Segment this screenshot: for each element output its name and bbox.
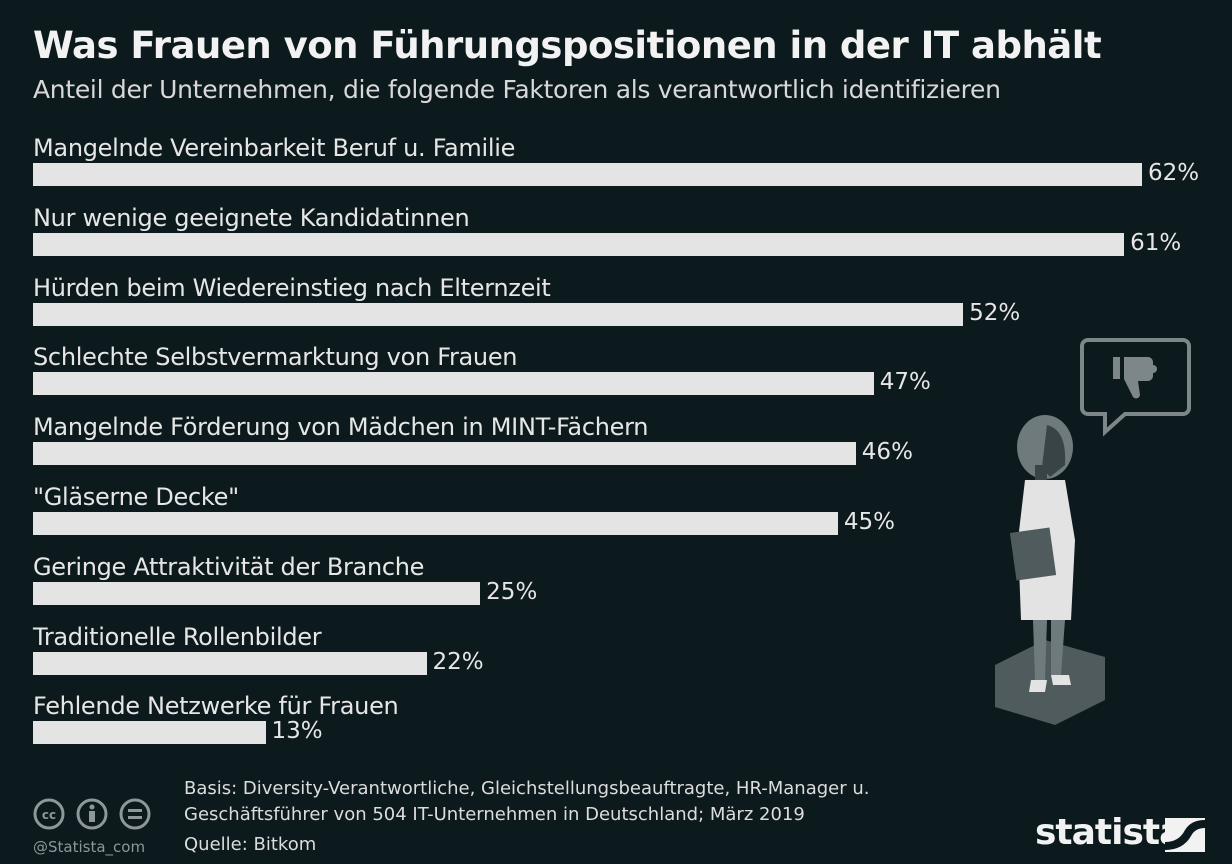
svg-text:cc: cc — [42, 808, 56, 822]
category-label: Nur wenige geeignete Kandidatinnen — [33, 203, 470, 232]
bar — [33, 163, 1142, 186]
value-label: 47% — [879, 369, 931, 396]
value-label: 22% — [432, 648, 484, 675]
bar-row: Traditionelle Rollenbilder 22% — [33, 623, 1213, 683]
bar — [33, 372, 874, 396]
value-label: 46% — [861, 439, 913, 466]
bar-row: Geringe Attraktivität der Branche 25% — [33, 553, 1213, 613]
bar-row: Mangelnde Vereinbarkeit Beruf u. Familie… — [33, 134, 1213, 194]
category-label: "Gläserne Decke" — [33, 483, 239, 511]
bar — [33, 442, 856, 466]
source-note: Quelle: Bitkom — [184, 834, 317, 855]
category-label: Schlechte Selbstvermarktung von Frauen — [33, 343, 518, 372]
bar-row: Mangelnde Förderung von Mädchen in MINT-… — [33, 413, 1213, 473]
category-label: Mangelnde Vereinbarkeit Beruf u. Familie — [33, 134, 516, 162]
chart-title: Was Frauen von Führungspositionen in der… — [33, 24, 1102, 67]
thumbs-down-icon — [1080, 338, 1191, 437]
statista-logo-mark — [1165, 818, 1205, 856]
value-label: 13% — [271, 718, 323, 745]
bar — [33, 232, 1125, 256]
statista-logo: statista — [1035, 812, 1183, 853]
bar — [33, 651, 427, 675]
category-label: Traditionelle Rollenbilder — [33, 622, 322, 651]
value-label: 52% — [969, 299, 1021, 326]
category-label: Hürden beim Wiedereinstieg nach Elternze… — [33, 273, 551, 302]
category-label: Mangelnde Förderung von Mädchen in MINT-… — [33, 413, 649, 442]
value-label: 25% — [486, 578, 538, 605]
category-label: Geringe Attraktivität der Branche — [33, 552, 425, 581]
value-label: 61% — [1130, 229, 1182, 256]
license-icons: cc — [33, 797, 158, 835]
no-derivatives-icon — [119, 798, 151, 830]
bar-row: Nur wenige geeignete Kandidatinnen 61% — [33, 204, 1213, 264]
bar-row: Fehlende Netzwerke für Frauen 13% — [33, 692, 1213, 752]
statista-handle: @Statista_com — [33, 838, 146, 856]
attribution-icon — [76, 798, 108, 830]
woman-illustration — [985, 335, 1200, 734]
basis-note: Basis: Diversity-Verantwortliche, Gleich… — [184, 778, 870, 825]
bar — [33, 721, 266, 745]
category-label: Fehlende Netzwerke für Frauen — [33, 692, 399, 721]
cc-icon — [33, 798, 65, 830]
bar — [33, 512, 838, 535]
bar — [33, 302, 964, 326]
chart-subtitle: Anteil der Unternehmen, die folgende Fak… — [33, 75, 1001, 104]
value-label: 45% — [843, 509, 896, 535]
value-label: 62% — [1148, 160, 1200, 186]
bar-row: "Gläserne Decke" 45% — [33, 483, 1213, 543]
bar — [33, 581, 481, 605]
bar-row: Hürden beim Wiedereinstieg nach Elternze… — [33, 274, 1213, 334]
bar-row: Schlechte Selbstvermarktung von Frauen 47… — [33, 343, 1213, 403]
